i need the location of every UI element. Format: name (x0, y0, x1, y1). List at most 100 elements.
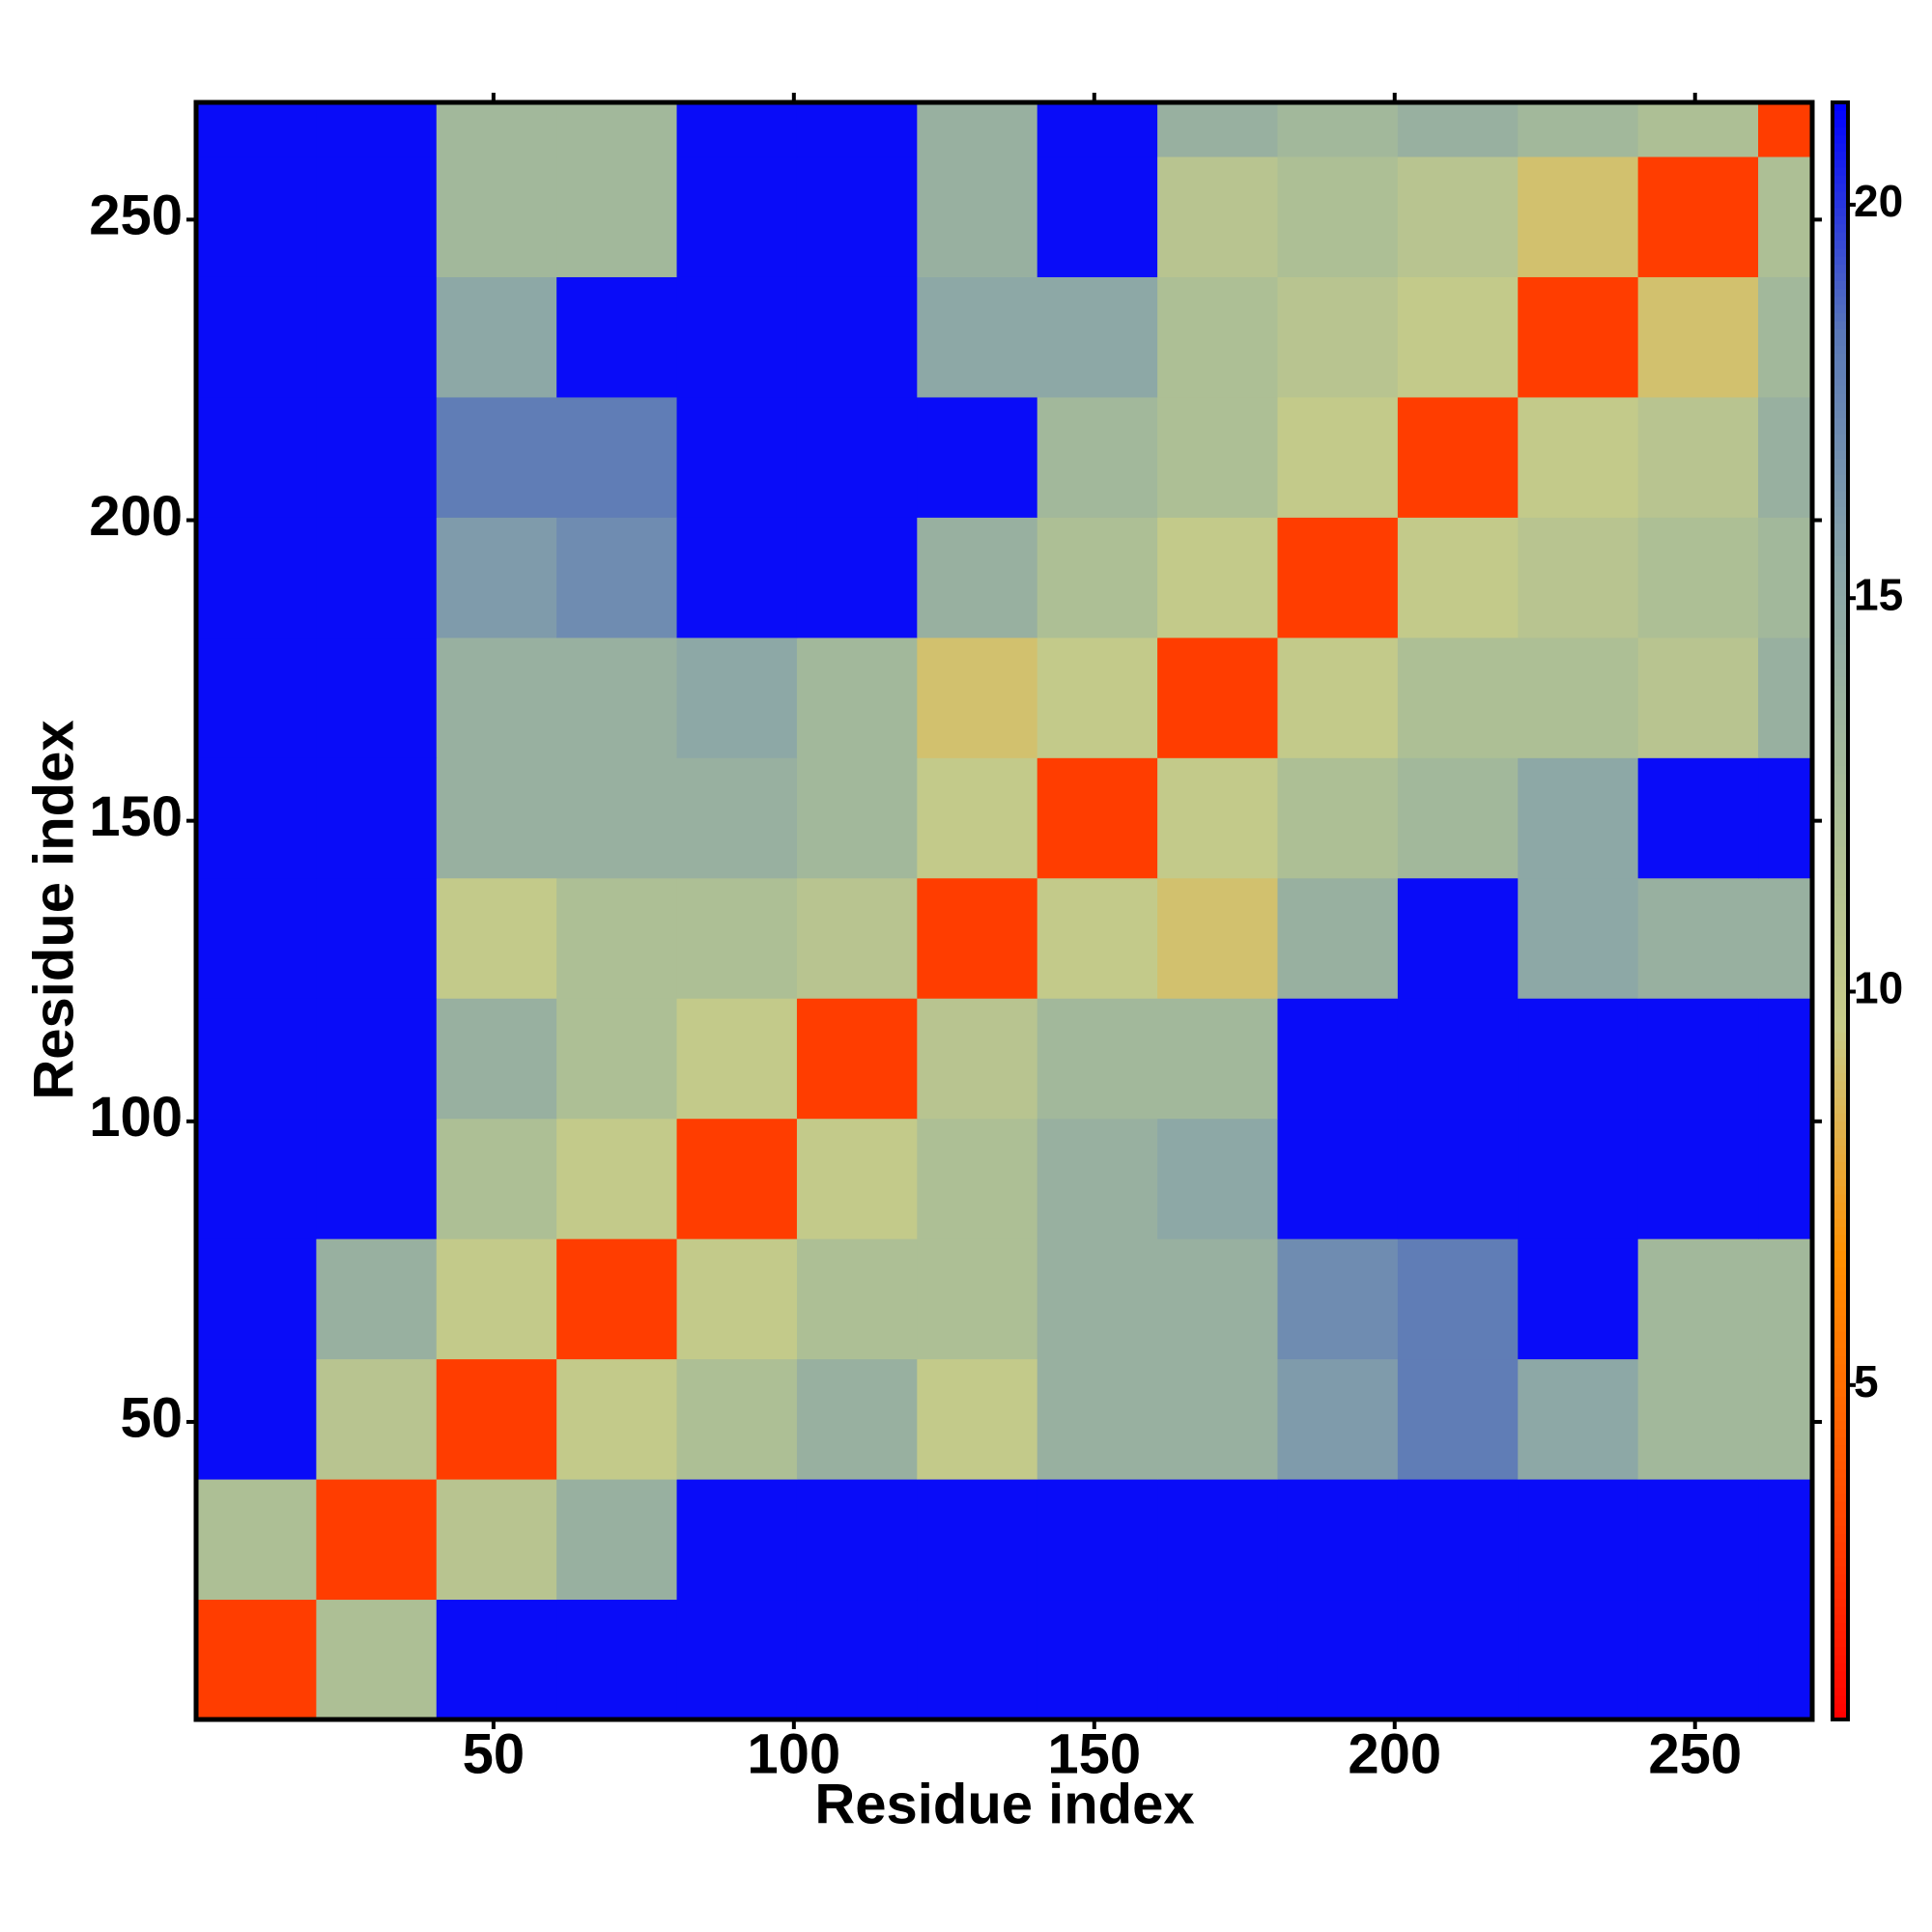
colorbar-segment (1833, 1283, 1848, 1292)
heatmap-cell (796, 757, 918, 879)
colorbar-segment (1833, 538, 1848, 548)
heatmap-cell (1277, 1358, 1399, 1480)
heatmap-cell (556, 102, 678, 157)
colorbar-segment (1833, 886, 1848, 895)
colorbar-segment (1833, 1209, 1848, 1219)
colorbar-segment (1833, 474, 1848, 483)
colorbar-segment (1833, 563, 1848, 573)
heatmap-cell (196, 102, 317, 157)
colorbar-segment (1833, 1355, 1848, 1365)
colorbar-segment (1833, 1178, 1848, 1187)
colorbar-segment (1833, 296, 1848, 305)
heatmap-cell (1397, 1238, 1519, 1360)
colorbar-segment (1833, 967, 1848, 977)
colorbar-segment (1833, 1509, 1848, 1519)
colorbar-segment (1833, 951, 1848, 960)
heatmap-cell (196, 1118, 317, 1239)
heatmap-cell (676, 517, 798, 639)
colorbar-segment (1833, 466, 1848, 475)
heatmap-cell (1758, 102, 1813, 157)
heatmap-cell (1157, 1479, 1278, 1601)
colorbar-segment (1833, 797, 1848, 807)
colorbar-segment (1833, 1485, 1848, 1494)
heatmap-cell (316, 998, 438, 1120)
heatmap-cell (1037, 1238, 1158, 1360)
heatmap-cell (917, 276, 1038, 398)
heatmap-cell (196, 877, 317, 999)
colorbar-segment (1833, 377, 1848, 386)
heatmap-cell (676, 1118, 798, 1239)
heatmap-cell (1637, 637, 1759, 758)
colorbar-segment (1833, 1605, 1848, 1615)
colorbar-segment (1833, 1153, 1848, 1163)
colorbar-segment (1833, 643, 1848, 653)
heatmap-cell (917, 1358, 1038, 1480)
colorbar-segment (1833, 773, 1848, 782)
colorbar-segment (1833, 514, 1848, 524)
heatmap-cell (436, 156, 557, 277)
colorbar-segment (1833, 1274, 1848, 1284)
heatmap-cell (1037, 102, 1158, 157)
heatmap-cell (436, 1599, 557, 1720)
colorbar-segment (1833, 401, 1848, 411)
heatmap-cell (1277, 156, 1399, 277)
colorbar-segment (1833, 724, 1848, 734)
heatmap-cell (1637, 276, 1759, 398)
colorbar-segment (1833, 256, 1848, 265)
colorbar-segment (1833, 1565, 1848, 1575)
heatmap-cell (196, 517, 317, 639)
colorbar-segment (1833, 1121, 1848, 1130)
heatmap-cell (1758, 1599, 1813, 1720)
heatmap-cell (1397, 1599, 1519, 1720)
colorbar-segment (1833, 1161, 1848, 1171)
heatmap-cell (1277, 396, 1399, 518)
heatmap-cell (1758, 276, 1813, 398)
colorbar-segment (1833, 862, 1848, 871)
heatmap-cell (796, 998, 918, 1120)
colorbar-segment (1833, 554, 1848, 564)
colorbar-segment (1833, 1517, 1848, 1526)
colorbar-segment (1833, 1476, 1848, 1486)
colorbar-segment (1833, 919, 1848, 928)
heatmap-cell (1397, 1479, 1519, 1601)
colorbar-segment (1833, 789, 1848, 799)
heatmap-cell (436, 517, 557, 639)
colorbar-tick-label: 5 (1854, 1356, 1879, 1406)
colorbar-segment (1833, 926, 1848, 936)
heatmap-cell (676, 1358, 798, 1480)
heatmap-cell (1518, 396, 1639, 518)
heatmap-cell (556, 877, 678, 999)
colorbar-segment (1833, 1372, 1848, 1381)
heatmap-cell (1157, 1238, 1278, 1360)
colorbar-segment (1833, 1638, 1848, 1648)
heatmap-cell (1037, 1599, 1158, 1720)
colorbar-segment (1833, 1549, 1848, 1559)
heatmap-cell (556, 1599, 678, 1720)
heatmap-cell (676, 637, 798, 758)
colorbar-segment (1833, 506, 1848, 516)
heatmap-cell (1397, 517, 1519, 639)
colorbar-segment (1833, 1461, 1848, 1470)
colorbar-segment (1833, 1185, 1848, 1195)
colorbar-segment (1833, 1655, 1848, 1664)
heatmap-cell (316, 1479, 438, 1601)
heatmap-cell (1397, 1358, 1519, 1480)
heatmap-cell (1637, 1599, 1759, 1720)
colorbar: 5 10 15 20 (1831, 100, 1903, 1721)
colorbar-segment (1833, 1307, 1848, 1317)
colorbar-segment (1833, 151, 1848, 160)
colorbar-segment (1833, 838, 1848, 847)
colorbar-segment (1833, 1104, 1848, 1114)
colorbar-segment (1833, 652, 1848, 662)
heatmap-cell (556, 1118, 678, 1239)
heatmap-cell (1518, 1479, 1639, 1601)
heatmap-cell (556, 1238, 678, 1360)
heatmap-cell (196, 1238, 317, 1360)
colorbar-segment (1833, 1089, 1848, 1098)
colorbar-segment (1833, 280, 1848, 290)
heatmap-cell (316, 637, 438, 758)
colorbar-segment (1833, 1646, 1848, 1656)
heatmap-cell (1037, 517, 1158, 639)
heatmap-cell (556, 517, 678, 639)
